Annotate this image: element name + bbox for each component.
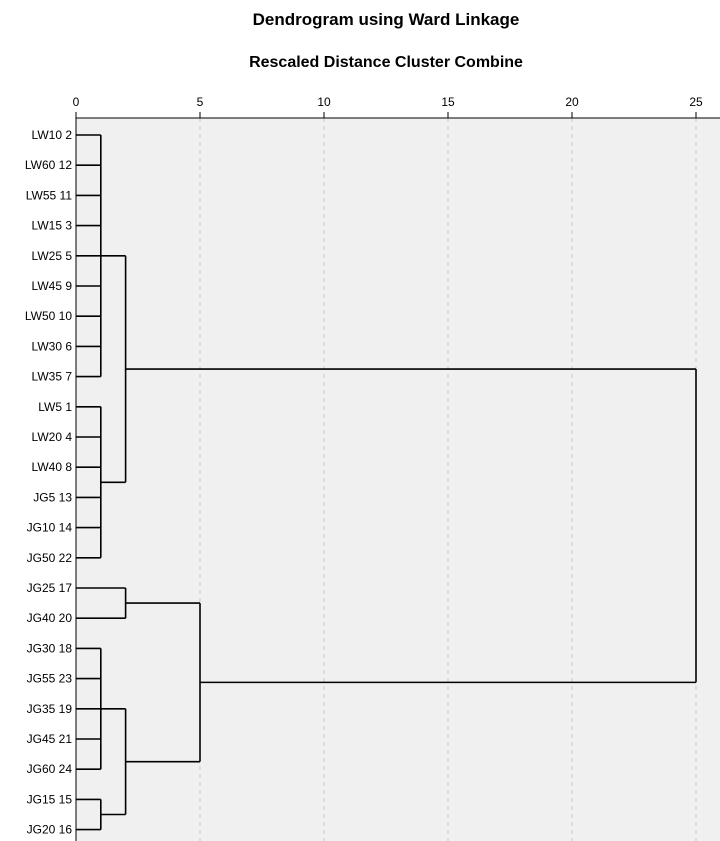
leaf-label: LW5 1: [38, 400, 72, 414]
chart-title: Dendrogram using Ward Linkage: [252, 10, 520, 29]
leaf-label: JG15 15: [27, 792, 73, 806]
x-tick-label: 15: [441, 95, 455, 109]
leaf-label: JG25 17: [27, 581, 73, 595]
x-tick-label: 10: [317, 95, 331, 109]
plot-area: [76, 118, 720, 841]
leaf-label: JG40 20: [27, 611, 73, 625]
leaf-label: JG60 24: [27, 762, 73, 776]
leaf-label: LW45 9: [32, 279, 73, 293]
x-tick-label: 20: [565, 95, 579, 109]
leaf-label: LW55 11: [26, 188, 73, 202]
leaf-label: JG35 19: [27, 702, 73, 716]
leaf-label: JG55 23: [27, 672, 73, 686]
leaf-label: LW35 7: [32, 370, 73, 384]
leaf-label: JG30 18: [27, 641, 73, 655]
leaf-label: JG10 14: [27, 521, 73, 535]
leaf-label: JG20 16: [27, 823, 73, 837]
x-tick-label: 5: [197, 95, 204, 109]
x-tick-label: 25: [689, 95, 703, 109]
leaf-label: LW20 4: [32, 430, 73, 444]
leaf-label: LW10 2: [32, 128, 73, 142]
x-axis-label: Rescaled Distance Cluster Combine: [249, 54, 523, 71]
x-tick-label: 0: [73, 95, 80, 109]
leaf-label: LW15 3: [32, 219, 73, 233]
leaf-label: JG45 21: [27, 732, 73, 746]
leaf-label: JG50 22: [27, 551, 73, 565]
leaf-label: LW50 10: [25, 309, 72, 323]
leaf-label: LW25 5: [32, 249, 73, 263]
leaf-label: JG5 13: [33, 490, 72, 504]
leaf-label: LW40 8: [32, 460, 73, 474]
leaf-label: LW30 6: [32, 339, 73, 353]
leaf-label: LW60 12: [25, 158, 72, 172]
